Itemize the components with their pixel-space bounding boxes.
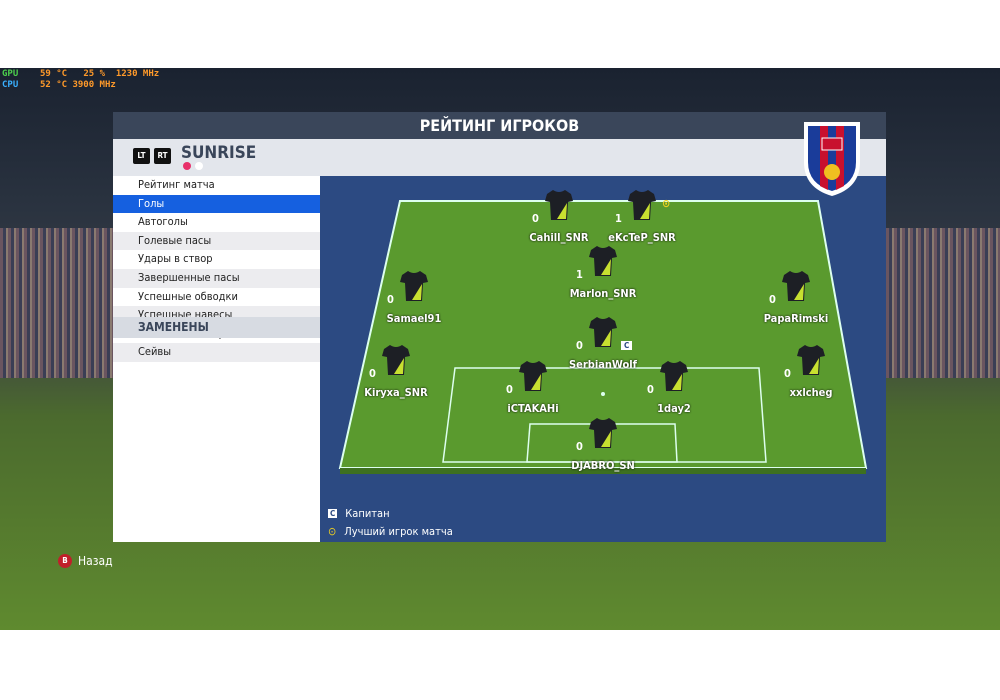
player-ratings-panel: РЕЙТИНГ ИГРОКОВ LT RT SUNRISE Рейтинг ма… [113, 112, 886, 542]
b-button-icon: B [58, 554, 72, 568]
captain-icon: C [621, 341, 633, 350]
cpu-clock: 3900 MHz [72, 80, 116, 90]
crowd-right [886, 228, 1000, 378]
substituted-header: ЗАМЕНЕНЫ [113, 317, 320, 338]
jersey-icon [660, 361, 688, 391]
gpu-label: GPU [2, 69, 19, 79]
player-name[interactable]: SerbianWolf [569, 358, 637, 371]
formation-area: 0 Cahill_SNR 1 eKcTeP_SNR ⊙ 1 Marlon_SNR 0 Samae… [320, 176, 886, 542]
jersey-icon [400, 271, 428, 301]
jersey-icon [628, 190, 656, 220]
player-stat-value: 0 [506, 383, 513, 396]
player-name[interactable]: DJABRO_SN [571, 459, 635, 472]
gpu-clock: 1230 MHz [115, 69, 160, 79]
page-dot-active [183, 162, 191, 170]
back-button[interactable]: B Назад [58, 554, 113, 568]
page-title: РЕЙТИНГ ИГРОКОВ [113, 112, 886, 139]
stat-item[interactable]: Голы [113, 194, 320, 214]
stat-item[interactable]: Успешные обводки [138, 289, 238, 303]
player-stat-value: 0 [784, 367, 791, 380]
legend: C Капитан ⊙ Лучший игрок матча [328, 504, 453, 540]
legend-captain: Капитан [345, 506, 390, 520]
jersey-icon [589, 418, 617, 448]
jersey-icon [589, 246, 617, 276]
jersey-icon [589, 317, 617, 347]
jersey-icon [382, 345, 410, 375]
player-name[interactable]: Marlon_SNR [569, 287, 637, 300]
stat-item[interactable]: Удары в створ [138, 252, 213, 266]
jersey-icon [519, 361, 547, 391]
player-name[interactable]: iCTAKAHi [507, 402, 559, 415]
player-name[interactable]: Kiryxa_SNR [364, 386, 428, 399]
stat-list: Рейтинг матча Голы Автоголы Голевые пасы Уда… [113, 176, 320, 542]
player-stat-value: 1 [615, 212, 622, 225]
player-stat-value: 0 [387, 293, 394, 306]
gpu-temp: 59 °C [39, 69, 68, 79]
player-name[interactable]: Cahill_SNR [529, 231, 589, 244]
club-crest [804, 122, 860, 196]
player-stat-value: 0 [647, 383, 654, 396]
back-label: Назад [78, 554, 113, 568]
player-stat-value: 0 [369, 367, 376, 380]
jersey-icon [797, 345, 825, 375]
cpu-temp: 52 °C [39, 80, 68, 90]
player-name[interactable]: 1day2 [657, 402, 691, 415]
hardware-overlay: GPU 59 °C 25 % 1230 MHz CPU 52 °C 3900 M… [2, 69, 159, 91]
player-stat-value: 0 [532, 212, 539, 225]
jersey-icon [782, 271, 810, 301]
player-stat-value: 0 [769, 293, 776, 306]
rt-button[interactable]: RT [154, 148, 171, 164]
stat-item[interactable]: Завершенные пасы [113, 268, 320, 288]
player-name[interactable]: PapaRimski [763, 312, 829, 325]
player-stat-value: 0 [576, 440, 583, 453]
page-dot [195, 162, 203, 170]
cpu-label: CPU [2, 80, 19, 90]
stat-item[interactable]: Автоголы [138, 215, 188, 229]
stat-item[interactable]: Голевые пасы [113, 231, 320, 251]
player-stat-value: 1 [576, 268, 583, 281]
lt-button[interactable]: LT [133, 148, 150, 164]
stat-item[interactable]: Рейтинг матча [138, 178, 215, 191]
captain-icon: C [328, 508, 338, 518]
player-name[interactable]: xxlcheg [789, 386, 833, 399]
jersey-icon [545, 190, 573, 220]
player-name[interactable]: Samael91 [386, 312, 442, 325]
stat-item[interactable]: Сейвы [113, 343, 320, 362]
best-player-icon: ⊙ [662, 197, 671, 210]
player-name[interactable]: eKcTeP_SNR [608, 231, 676, 244]
legend-best-player: Лучший игрок матча [344, 524, 453, 538]
team-bar: LT RT SUNRISE [113, 139, 886, 176]
gpu-load: 25 % [83, 69, 105, 79]
team-name: SUNRISE [181, 143, 257, 163]
best-player-icon: ⊙ [328, 524, 337, 538]
crowd-left [0, 228, 115, 378]
player-stat-value: 0 [576, 339, 583, 352]
